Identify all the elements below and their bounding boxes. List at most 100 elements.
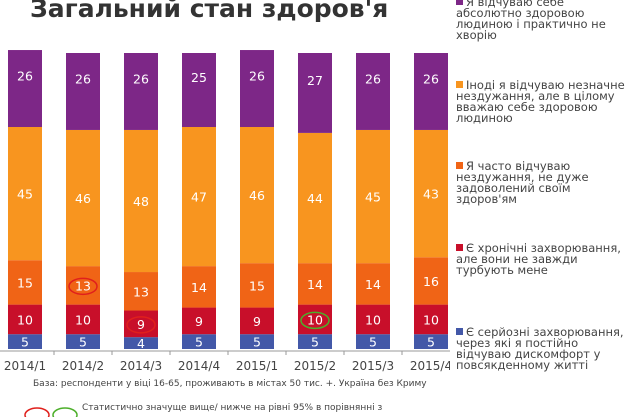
x-tick-label: 2015/3: [352, 359, 394, 373]
x-tick-label: 2014/2: [62, 359, 104, 373]
data-label: 13: [75, 278, 91, 293]
bar-segment: [182, 334, 216, 349]
x-tick-label: 2014/3: [120, 359, 162, 373]
bar-segment: [8, 50, 42, 127]
data-label: 13: [133, 284, 149, 299]
data-label: 9: [253, 314, 261, 329]
bar-segment: [8, 304, 42, 335]
data-label: 15: [249, 278, 265, 293]
legend-item: Я відчуваю себе абсолютно здоровою людин…: [456, 0, 628, 41]
data-label: 45: [365, 190, 381, 205]
legend-label: Іноді я відчуваю незначне нездужання, ал…: [456, 78, 625, 125]
data-label: 9: [195, 314, 203, 329]
bar-segment: [182, 53, 216, 127]
legend-swatch: [456, 244, 463, 251]
bar-segment: [414, 53, 448, 130]
data-label: 5: [79, 335, 87, 350]
bar-segment: [414, 257, 448, 305]
bar-segment: [414, 129, 448, 258]
data-label: 5: [427, 335, 435, 350]
bar-segment: [182, 127, 216, 267]
bar-segment: [240, 307, 274, 335]
legend-item: Іноді я відчуваю незначне нездужання, ал…: [456, 78, 628, 125]
data-label: 9: [137, 317, 145, 332]
data-label: 46: [75, 191, 91, 206]
data-label: 27: [307, 73, 323, 88]
data-label: 15: [17, 275, 33, 290]
x-tick-label: 2015/1: [236, 359, 278, 373]
data-label: 25: [191, 70, 207, 85]
bar-segment: [124, 129, 158, 273]
data-label: 26: [423, 71, 439, 86]
bar-segment: [356, 334, 390, 349]
chart-title: Загальний стан здоров'я: [30, 0, 389, 23]
bar-segment: [298, 304, 332, 335]
legend-label: Я часто відчуваю нездужання, не дуже зад…: [456, 159, 589, 206]
data-label: 10: [75, 312, 91, 327]
bar-segment: [240, 263, 274, 308]
bar-segment: [124, 337, 158, 349]
base-note: База: респонденти у віці 16-65, проживаю…: [33, 379, 427, 389]
bar-segment: [356, 53, 390, 130]
bar-segment: [182, 307, 216, 335]
legend-label: Я відчуваю себе абсолютно здоровою людин…: [456, 0, 606, 42]
data-label: 5: [253, 335, 261, 350]
bar-segment: [8, 127, 42, 261]
data-label: 10: [307, 312, 323, 327]
bar-segment: [66, 129, 100, 267]
bar-segment: [66, 266, 100, 305]
bar-segment: [356, 304, 390, 335]
bar-segment: [240, 127, 274, 264]
bar-segment: [356, 129, 390, 264]
legend-item: Є хронічні захворювання, але вони не зав…: [456, 242, 628, 276]
data-label: 5: [369, 335, 377, 350]
legend-swatch: [456, 81, 463, 88]
data-label: 5: [311, 335, 319, 350]
data-label: 26: [75, 71, 91, 86]
data-label: 47: [191, 190, 207, 205]
data-label: 10: [17, 312, 33, 327]
data-label: 43: [423, 187, 439, 202]
bar-segment: [124, 272, 158, 311]
bar-segment: [66, 53, 100, 130]
stacked-bar-chart: 5 10 15 45 26 2014/1 5 10 13 46 26 2014/2 4 9 13 48 26 20…: [0, 50, 450, 373]
data-label: 5: [21, 335, 29, 350]
data-label: 45: [17, 187, 33, 202]
data-label: 16: [423, 274, 439, 289]
data-label: 10: [365, 312, 381, 327]
data-label: 26: [249, 69, 265, 84]
bar-segment: [298, 263, 332, 305]
bar-segment: [8, 260, 42, 305]
bar-segment: [182, 266, 216, 308]
bar-segment: [298, 53, 332, 133]
legend-item: Я часто відчуваю нездужання, не дуже зад…: [456, 159, 628, 206]
legend-item: Є серйозні захворювання, через які я пос…: [456, 325, 628, 372]
bar-segment: [240, 334, 274, 349]
lower-circle-icon: [52, 407, 78, 417]
bar-segment: [240, 50, 274, 127]
x-tick-label: 2015/4: [410, 359, 450, 373]
significance-circle: [126, 316, 156, 334]
higher-circle-icon: [24, 407, 50, 417]
significance-circle: [300, 311, 330, 330]
significance-legend-icons: [24, 407, 78, 417]
data-label: 14: [365, 277, 381, 292]
x-tick-label: 2014/1: [4, 359, 46, 373]
bar-segment: [414, 334, 448, 349]
data-label: 4: [137, 336, 145, 351]
bar-segment: [298, 334, 332, 349]
bar-segment: [124, 53, 158, 130]
data-label: 46: [249, 188, 265, 203]
data-label: 26: [17, 69, 33, 84]
legend-swatch: [456, 162, 463, 169]
bar-segment: [298, 132, 332, 264]
x-tick-label: 2015/2: [294, 359, 336, 373]
legend-swatch: [456, 328, 463, 335]
data-label: 48: [133, 194, 149, 209]
significance-note: Статистично значуще вище/ нижче на рівні…: [82, 403, 383, 413]
legend-label: Є серйозні захворювання, через які я пос…: [456, 325, 624, 372]
bar-segment: [414, 304, 448, 335]
x-tick-label: 2014/4: [178, 359, 220, 373]
bar-segment: [356, 263, 390, 305]
bar-segment: [66, 334, 100, 349]
